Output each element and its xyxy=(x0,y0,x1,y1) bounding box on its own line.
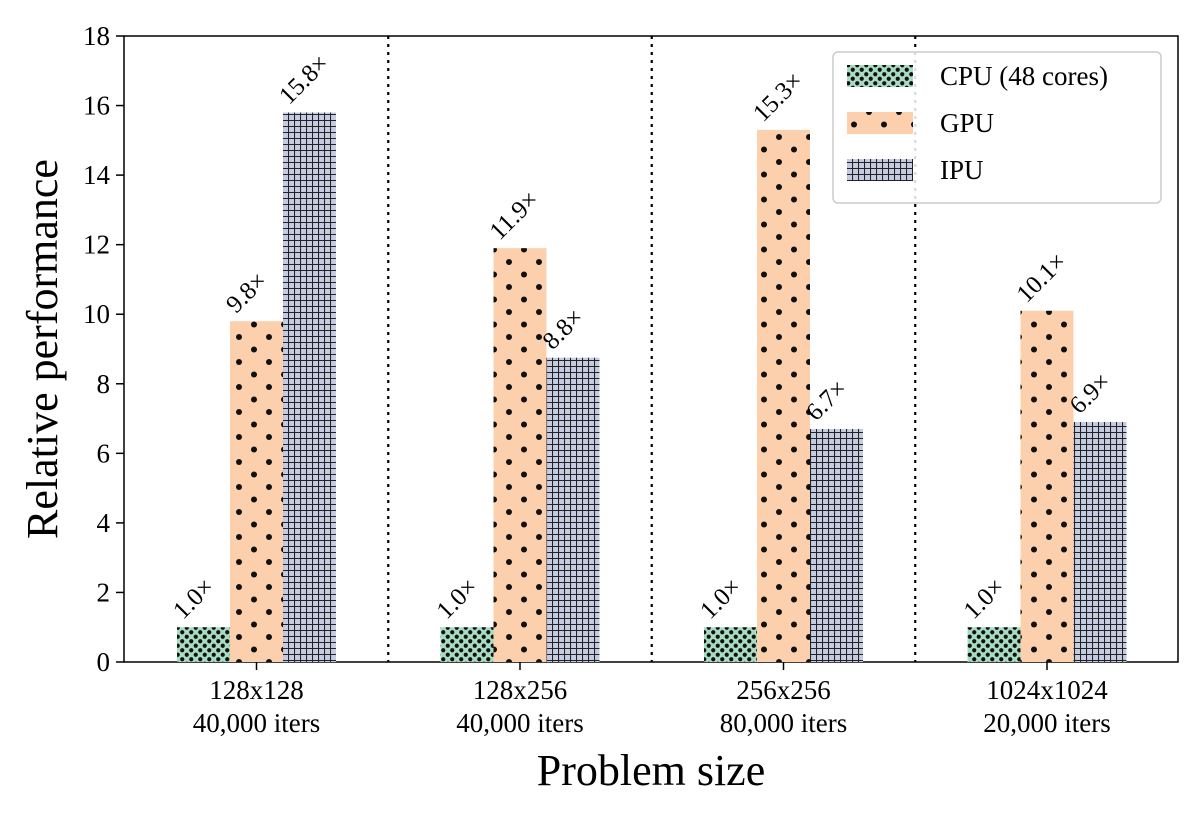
bar-cpu xyxy=(704,627,757,662)
data-label: 11.9× xyxy=(485,186,544,245)
data-label: 15.8× xyxy=(274,50,334,110)
bar-cpu xyxy=(440,627,494,662)
data-label: 10.1× xyxy=(1012,248,1072,308)
x-tick-label: 1024x1024 20,000 iters xyxy=(983,675,1111,738)
x-tick-label: 128x256 40,000 iters xyxy=(456,675,584,738)
legend-label: IPU xyxy=(940,155,984,185)
bar-gpu xyxy=(757,129,810,662)
y-tick-label: 0 xyxy=(97,647,111,677)
data-label: 1.0× xyxy=(168,573,219,624)
y-tick-label: 8 xyxy=(97,369,111,399)
bar-ipu xyxy=(810,428,863,662)
legend-swatch xyxy=(847,65,913,87)
data-label: 1.0× xyxy=(432,573,483,624)
y-axis: 0 2 4 6 8 10 12 14 16 18 xyxy=(83,21,124,677)
legend: CPU (48 cores) GPU IPU xyxy=(832,51,1162,204)
y-axis-title: Relative performance xyxy=(18,159,67,539)
bars xyxy=(177,112,1127,662)
x-axis: 128x128 40,000 iters 128x256 40,000 iters 25… xyxy=(193,662,1111,738)
y-tick-label: 16 xyxy=(83,91,110,121)
x-tick-label: 256x256 80,000 iters xyxy=(720,675,848,738)
data-label: 15.3× xyxy=(748,67,808,127)
legend-label: GPU xyxy=(940,108,994,138)
data-label: 1.0× xyxy=(695,573,746,624)
bar-cpu xyxy=(177,627,230,662)
bar-cpu xyxy=(967,627,1021,662)
plot-area xyxy=(123,35,1179,663)
y-tick-label: 4 xyxy=(97,508,111,538)
bar-ipu xyxy=(546,357,600,662)
y-tick-label: 10 xyxy=(83,299,110,329)
x-axis-title: Problem size xyxy=(537,746,766,795)
data-label: 9.8× xyxy=(221,267,272,318)
bar-ipu xyxy=(283,112,336,662)
data-label: 1.0× xyxy=(959,573,1010,624)
y-tick-label: 6 xyxy=(97,438,111,468)
x-tick-label: 128x128 40,000 iters xyxy=(193,675,321,738)
bar-ipu xyxy=(1073,422,1127,662)
legend-swatch xyxy=(847,112,913,134)
bar-gpu xyxy=(230,321,283,662)
legend-label: CPU (48 cores) xyxy=(940,61,1108,91)
bar-gpu xyxy=(493,248,547,662)
y-tick-label: 2 xyxy=(97,577,111,607)
y-tick-label: 18 xyxy=(83,21,110,51)
y-tick-label: 12 xyxy=(83,230,110,260)
legend-box xyxy=(832,51,1162,204)
y-tick-label: 14 xyxy=(83,160,111,190)
legend-swatch xyxy=(847,159,913,181)
bar-gpu xyxy=(1020,310,1074,662)
